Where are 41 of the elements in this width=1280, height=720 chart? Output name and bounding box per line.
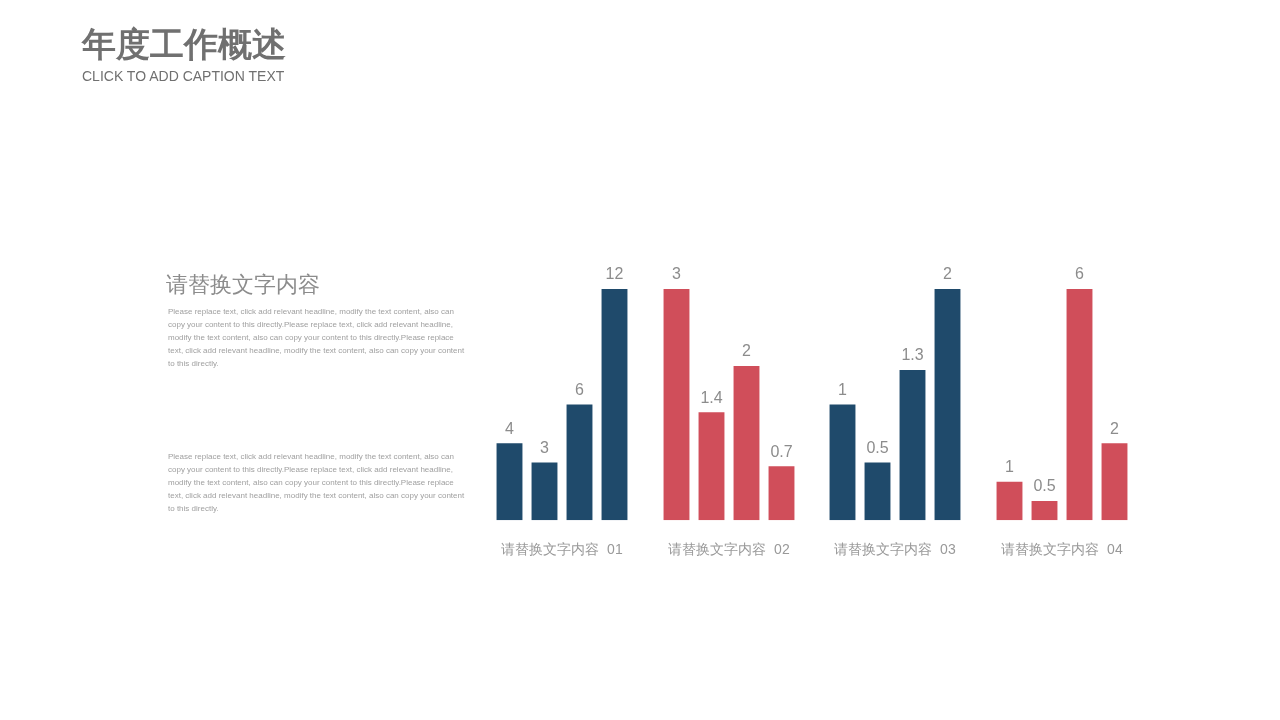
text: Please replace text, click add relevant headline, modify the text content, also can copy your content to this directly.Please replace text, click add relevant headline, modify the text content, also can copy your content to this directly.Please replace text, click add relevant headline, modify the text content, also can copy your content to this directly. <box>168 306 466 370</box>
data-label: 3 <box>540 438 550 456</box>
x-axis-title: 请替换文字内容 02 <box>667 541 790 558</box>
bar <box>864 462 891 521</box>
data-label: 4 <box>505 419 515 437</box>
data-label: 6 <box>1074 265 1084 283</box>
bar <box>996 481 1022 521</box>
data-label: 12 <box>605 265 624 283</box>
bar <box>601 289 628 521</box>
text: 年度工作概述 <box>82 24 286 65</box>
bar <box>663 289 689 521</box>
data-label: 2 <box>741 342 751 360</box>
bar <box>733 366 759 521</box>
data-label: 0.5 <box>1032 477 1056 495</box>
bar <box>1066 289 1092 521</box>
data-label: 2 <box>943 265 953 283</box>
bar <box>899 369 926 521</box>
bar <box>829 404 856 521</box>
x-axis-title: 请替换文字内容 03 <box>834 541 956 558</box>
data-label: 3 <box>671 265 681 283</box>
data-label: 1 <box>1004 458 1014 476</box>
bar <box>1101 443 1127 521</box>
text: 请替换文字内容 <box>166 271 320 299</box>
text: CLICK TO ADD CAPTION TEXT <box>82 68 285 84</box>
bar <box>698 412 724 521</box>
data-label: 0.5 <box>866 438 889 456</box>
text: Please replace text, click add relevant headline, modify the text content, also can copy your content to this directly.Please replace text, click add relevant headline, modify the text content, also can copy your content to this directly.Please replace text, click add relevant headline, modify the text content, also can copy your content to this directly. <box>168 451 466 515</box>
bar <box>1031 500 1057 521</box>
data-label: 1 <box>838 381 848 399</box>
data-label: 2 <box>1109 419 1119 437</box>
x-axis-title: 请替换文字内容 04 <box>1000 541 1123 558</box>
bar <box>496 443 523 521</box>
data-label: 1.4 <box>699 388 723 406</box>
data-label: 6 <box>575 381 585 399</box>
bar <box>531 462 558 521</box>
bar <box>934 289 961 521</box>
bar <box>566 404 593 521</box>
data-label: 1.3 <box>901 346 924 364</box>
bar <box>768 466 794 521</box>
data-label: 0.7 <box>769 442 793 460</box>
x-axis-title: 请替换文字内容 01 <box>501 541 623 558</box>
